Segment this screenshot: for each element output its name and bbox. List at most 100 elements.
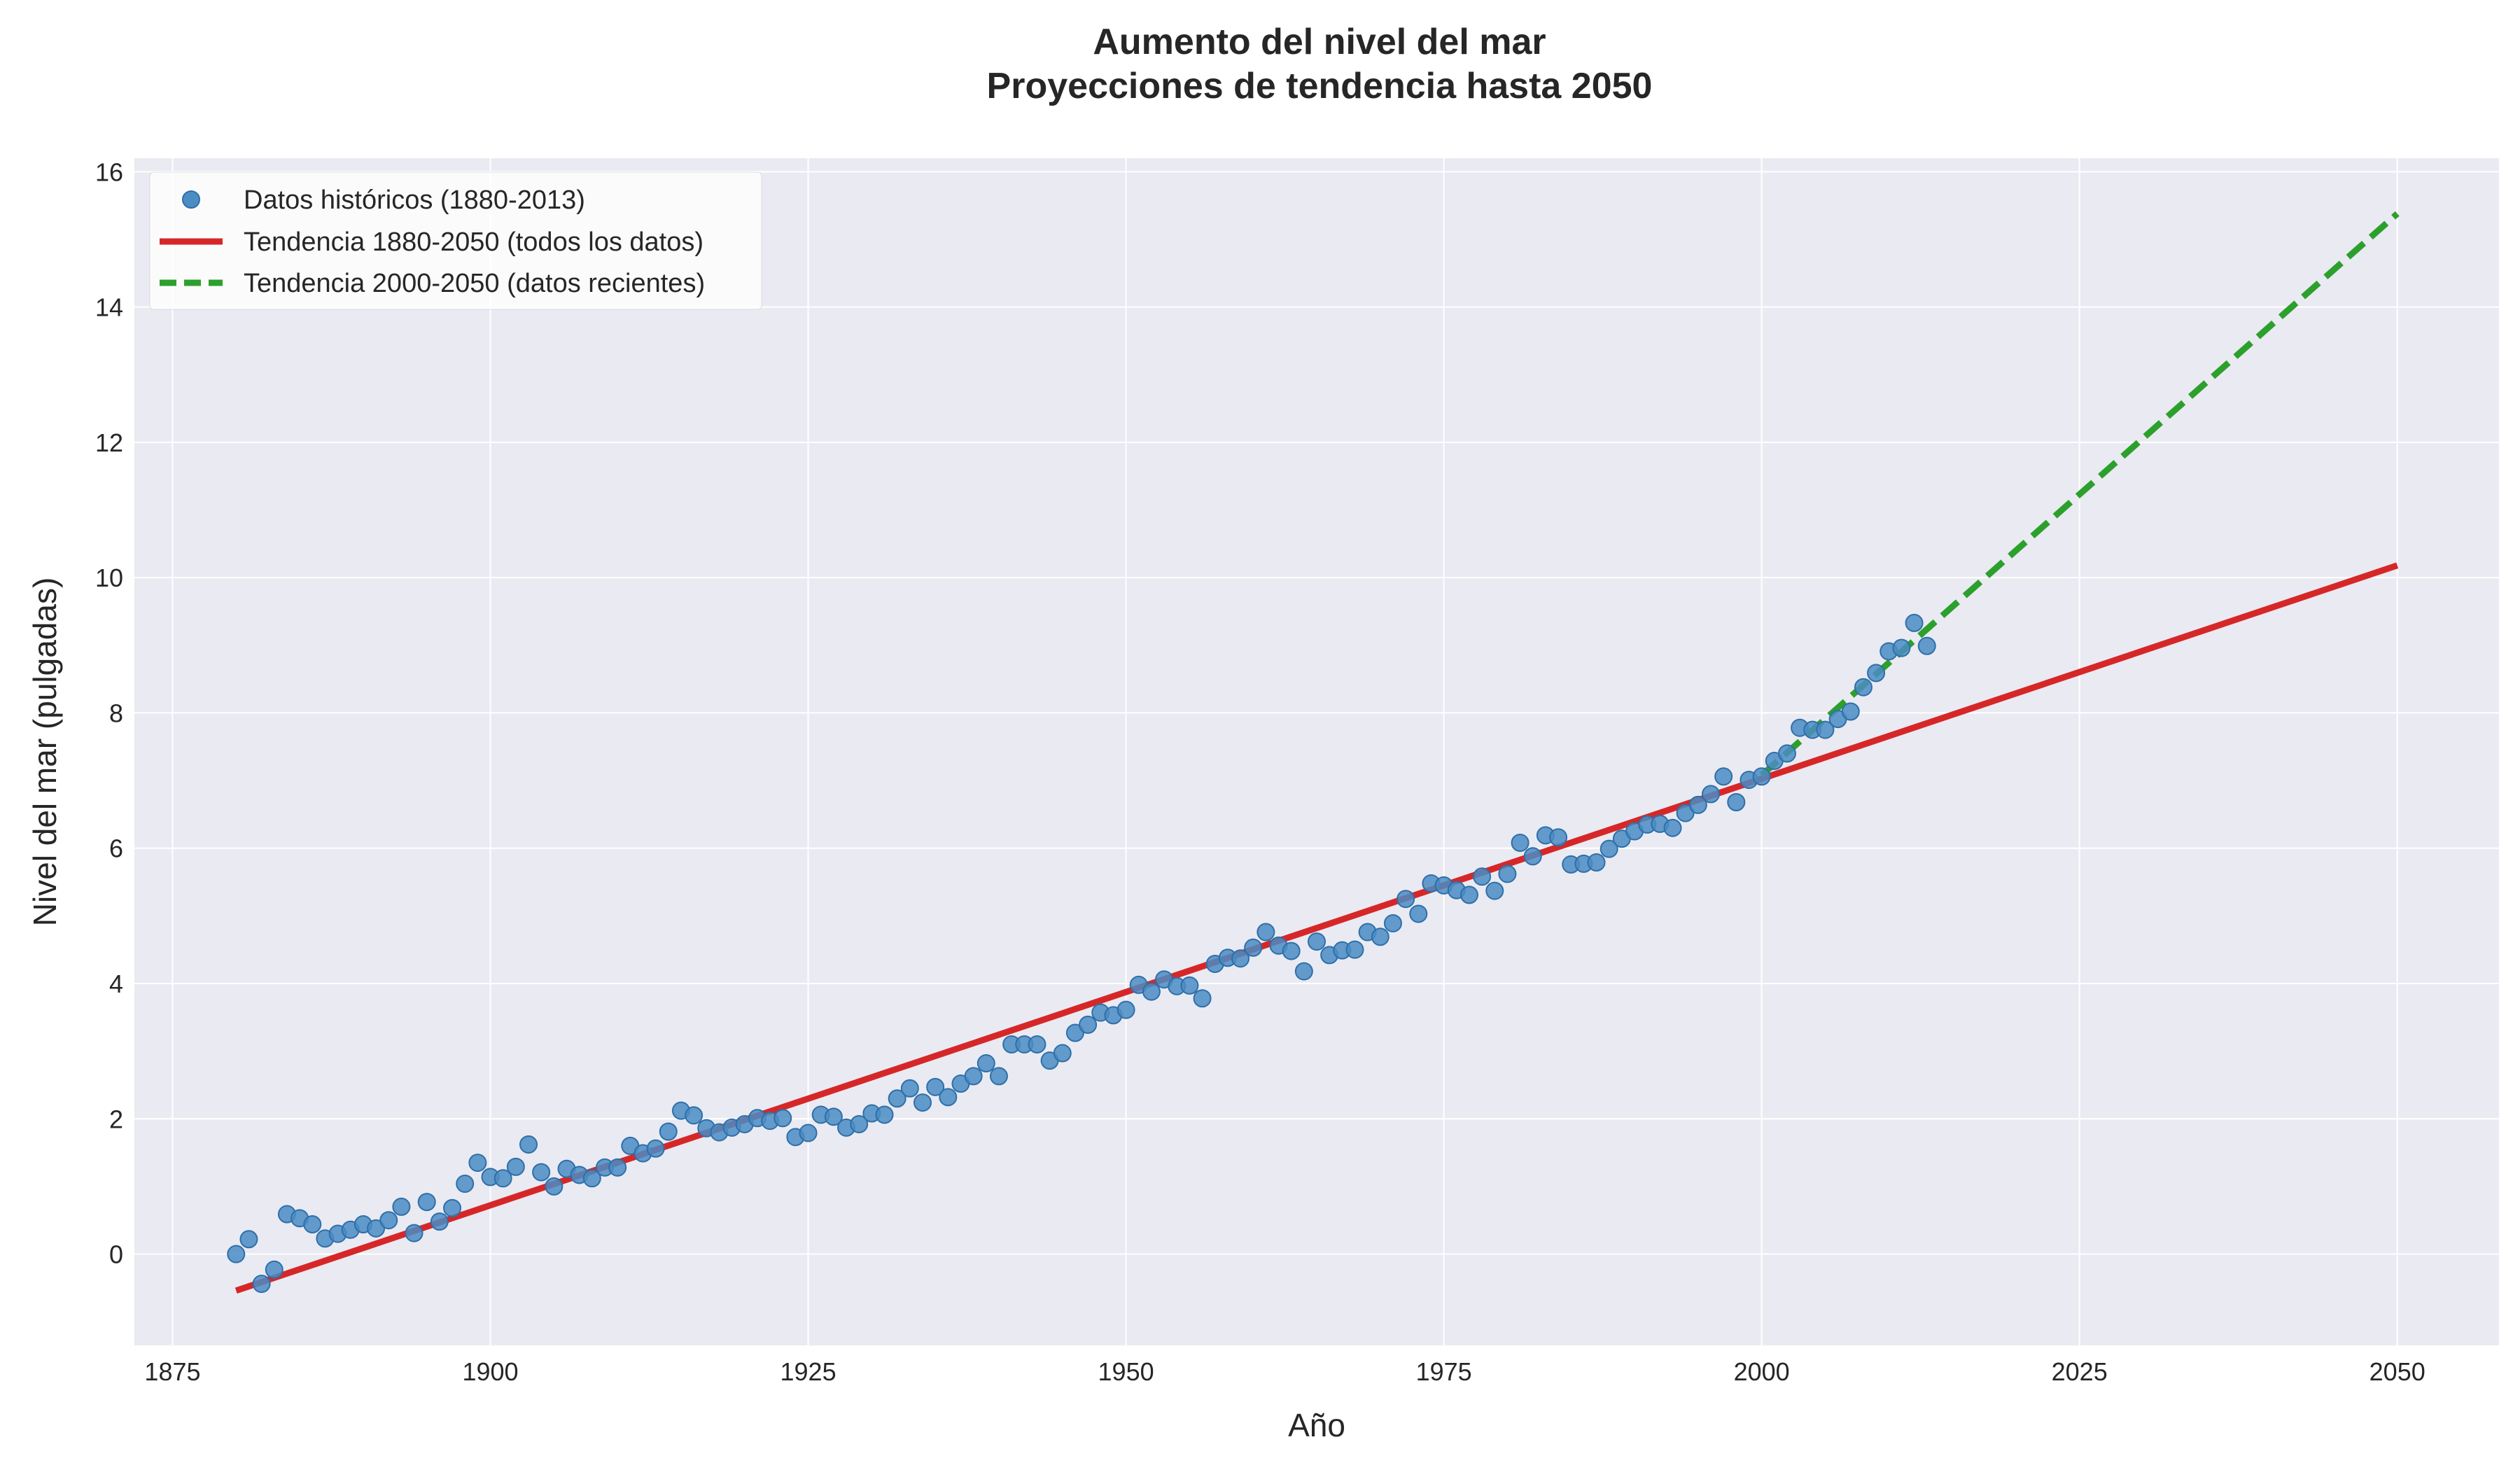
scatter-point: [824, 1107, 843, 1126]
y-tick-label: 2: [109, 1105, 123, 1133]
scatter-point: [367, 1219, 386, 1238]
scatter-point: [774, 1109, 792, 1128]
scatter-point: [1523, 847, 1542, 866]
scatter-point: [239, 1230, 258, 1249]
scatter-point: [1714, 767, 1733, 786]
scatter-point: [1028, 1035, 1046, 1054]
chart-title-line2: Proyecciones de tendencia hasta 2050: [987, 66, 1653, 106]
scatter-point: [506, 1157, 525, 1176]
scatter-point: [1905, 613, 1924, 632]
scatter-point: [1282, 941, 1301, 960]
x-tick-label: 1950: [1098, 1357, 1154, 1386]
scatter-point: [1053, 1044, 1072, 1063]
y-tick-label: 16: [95, 158, 123, 186]
scatter-point: [582, 1169, 601, 1188]
grid: [134, 158, 2499, 1345]
scatter-point: [1345, 940, 1364, 959]
scatter-point: [1473, 867, 1492, 886]
x-tick-label: 2025: [2052, 1357, 2108, 1386]
scatter-point: [850, 1114, 869, 1133]
scatter-point: [1383, 913, 1402, 932]
scatter-point: [1676, 804, 1695, 822]
scatter-point: [1180, 976, 1199, 995]
scatter-point: [532, 1163, 551, 1182]
scatter-point: [1854, 678, 1872, 696]
scatter-point: [1231, 949, 1250, 968]
scatter-point: [1511, 833, 1530, 852]
y-tick-label: 10: [95, 564, 123, 592]
x-tick-label: 1975: [1416, 1357, 1472, 1386]
scatter-point: [913, 1093, 932, 1112]
scatter-point: [1116, 1000, 1135, 1019]
scatter-point: [1727, 792, 1746, 811]
scatter-point: [379, 1211, 398, 1230]
scatter-point: [1600, 839, 1618, 858]
scatter-point: [1549, 828, 1568, 847]
x-tick-labels: 1875 1900 1925 1950 1975 2000 2025 2050: [144, 1357, 2425, 1386]
scatter-point: [1396, 890, 1415, 909]
scatter-point: [430, 1212, 449, 1231]
scatter-point: [227, 1245, 246, 1264]
scatter-point: [443, 1198, 462, 1217]
scatter-point: [888, 1089, 906, 1108]
scatter-point: [417, 1193, 436, 1212]
scatter-point: [926, 1077, 945, 1096]
scatter-points: [227, 613, 1936, 1294]
scatter-point: [1867, 664, 1886, 682]
scatter-point: [1142, 982, 1161, 1001]
scatter-point: [939, 1088, 958, 1107]
scatter-point: [1663, 818, 1682, 837]
scatter-point: [1816, 720, 1835, 739]
x-tick-label: 2000: [1734, 1357, 1790, 1386]
scatter-point: [1752, 767, 1771, 786]
scatter-point: [493, 1169, 512, 1188]
scatter-point: [875, 1105, 894, 1124]
scatter-point: [685, 1106, 704, 1125]
scatter-point: [392, 1197, 411, 1216]
scatter-point: [303, 1215, 322, 1234]
y-tick-labels: 0 2 4 6 8 10 12 14 16: [95, 158, 123, 1268]
scatter-point: [1841, 702, 1860, 721]
legend-marker-scatter: [182, 190, 200, 209]
scatter-point: [1409, 904, 1428, 923]
scatter-point: [1917, 636, 1936, 655]
scatter-point: [1294, 962, 1313, 981]
x-axis-label: Año: [1288, 1407, 1345, 1443]
y-tick-label: 12: [95, 428, 123, 457]
scatter-point: [1256, 923, 1275, 941]
scatter-point: [456, 1175, 475, 1194]
scatter-point: [1460, 886, 1478, 904]
x-tick-label: 1875: [144, 1357, 200, 1386]
scatter-point: [1777, 744, 1796, 763]
plot-area: [134, 158, 2499, 1345]
scatter-point: [519, 1135, 538, 1154]
x-tick-label: 2050: [2370, 1357, 2426, 1386]
scatter-point: [964, 1067, 983, 1086]
scatter-point: [252, 1275, 271, 1294]
y-tick-label: 6: [109, 834, 123, 863]
scatter-point: [545, 1177, 564, 1196]
scatter-point: [1485, 881, 1504, 900]
legend-label-trend-recent: Tendencia 2000-2050 (datos recientes): [244, 269, 705, 298]
scatter-point: [1498, 864, 1517, 883]
scatter-point: [799, 1124, 818, 1142]
y-tick-label: 4: [109, 969, 123, 998]
scatter-point: [265, 1260, 284, 1279]
scatter-point: [1892, 638, 1911, 657]
scatter-point: [989, 1067, 1008, 1086]
scatter-point: [646, 1139, 665, 1158]
legend-label-trend-all: Tendencia 1880-2050 (todos los datos): [244, 227, 704, 257]
y-tick-label: 14: [95, 293, 123, 322]
y-tick-label: 0: [109, 1240, 123, 1269]
scatter-point: [1702, 785, 1720, 804]
scatter-point: [405, 1224, 424, 1242]
scatter-point: [1308, 932, 1326, 951]
scatter-point: [976, 1054, 995, 1073]
y-axis-label: Nivel del mar (pulgadas): [27, 578, 63, 927]
scatter-point: [900, 1079, 919, 1098]
scatter-point: [1079, 1015, 1098, 1034]
y-tick-label: 8: [109, 699, 123, 727]
legend-label-scatter: Datos históricos (1880-2013): [244, 186, 585, 215]
scatter-point: [1244, 938, 1263, 957]
